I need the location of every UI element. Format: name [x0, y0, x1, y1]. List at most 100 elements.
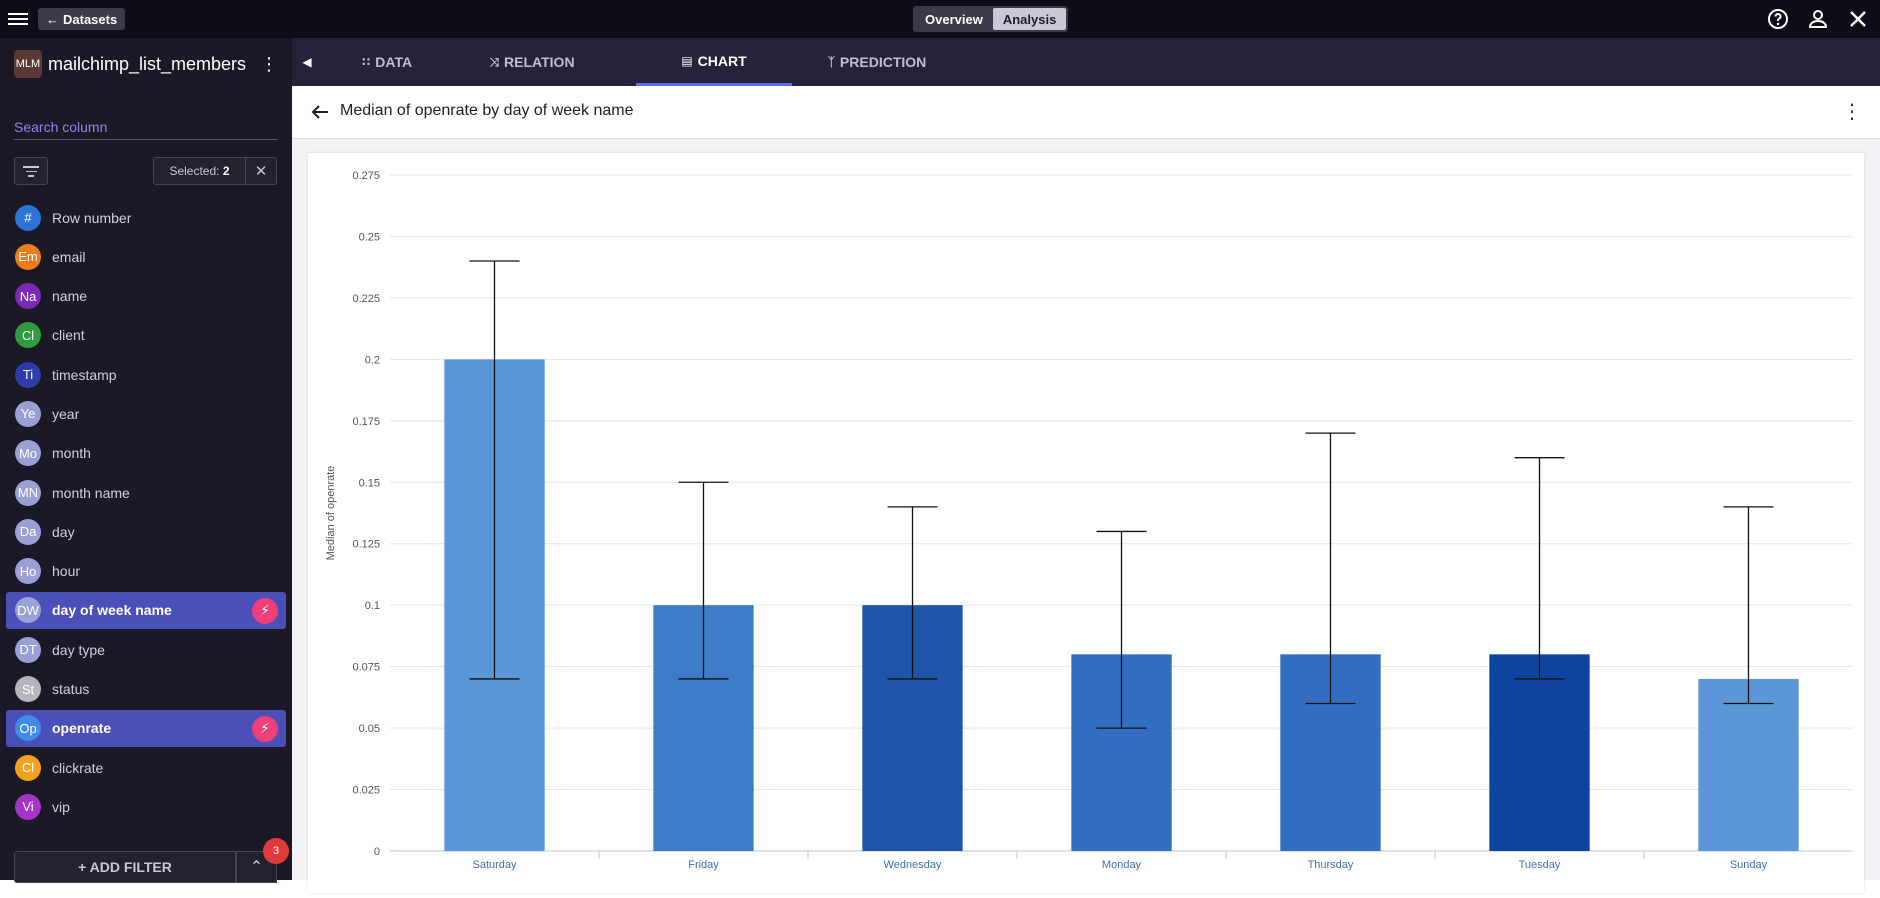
tab-chart-label: CHART — [697, 52, 747, 69]
shuffle-icon: ⤨ — [489, 54, 500, 69]
column-item[interactable]: MN month name — [6, 474, 286, 511]
dataset-more-icon[interactable]: ⋮ — [260, 54, 278, 74]
y-tick-label: 0.275 — [352, 170, 380, 182]
selected-count: 2 — [222, 164, 230, 178]
bar — [1698, 678, 1799, 851]
collapse-sidebar-icon[interactable]: ◀ — [302, 55, 312, 69]
column-label: day — [52, 523, 75, 540]
y-tick-label: 0.025 — [352, 785, 380, 797]
column-item[interactable]: DW day of week name ⚡︎ — [6, 591, 286, 629]
tab-prediction-label: PREDICTION — [839, 54, 927, 70]
arrow-left-icon: ← — [46, 11, 59, 27]
column-item[interactable]: Cl client — [6, 317, 286, 354]
column-type-icon: MN — [15, 479, 41, 506]
back-arrow-icon[interactable] — [308, 100, 332, 124]
analysis-toggle[interactable]: Analysis — [992, 8, 1067, 30]
column-label: openrate — [52, 720, 112, 737]
top-bar: ← Datasets Overview Analysis — [0, 0, 1880, 38]
x-tick-label: Friday — [688, 859, 719, 871]
bar — [1489, 654, 1590, 851]
lightning-icon[interactable]: ⚡︎ — [252, 597, 278, 624]
back-to-datasets-button[interactable]: ← Datasets — [38, 8, 126, 30]
overview-toggle[interactable]: Overview — [925, 11, 983, 27]
column-label: day of week name — [52, 602, 172, 619]
column-item[interactable]: Cl clickrate — [6, 749, 286, 786]
column-item[interactable]: Vi vip — [6, 788, 286, 825]
selected-count-button[interactable]: Selected: 2 — [154, 158, 246, 184]
y-tick-label: 0 — [374, 846, 380, 858]
column-sidebar: MLM mailchimp_list_members ⋮ Selected: 2… — [0, 38, 292, 883]
x-tick-label: Saturday — [472, 859, 517, 871]
column-type-icon: Op — [15, 715, 41, 742]
column-type-icon: Cl — [15, 322, 41, 349]
column-item[interactable]: Em email — [6, 238, 286, 275]
column-item[interactable]: Op openrate ⚡︎ — [6, 709, 286, 747]
tab-chart[interactable]: ▤ CHART — [636, 38, 792, 86]
filter-count-badge: 3 — [263, 838, 289, 864]
column-label: year — [52, 405, 80, 422]
column-type-icon: Vi — [15, 793, 41, 820]
help-icon[interactable] — [1766, 7, 1790, 31]
column-item[interactable]: Ho hour — [6, 553, 286, 590]
fork-icon: ᛉ — [827, 55, 835, 69]
x-tick-label: Sunday — [1730, 859, 1768, 871]
y-tick-label: 0.175 — [352, 416, 380, 428]
column-type-icon: Ye — [15, 400, 41, 427]
chart-card: 0 0.025 0.05 0.075 0.1 0.125 0.15 0.175 0.2 0.225… — [308, 153, 1864, 893]
column-item[interactable]: # Row number — [6, 199, 286, 236]
y-tick-label: 0.25 — [359, 231, 380, 243]
y-tick-label: 0.125 — [352, 539, 380, 551]
column-item[interactable]: Ye year — [6, 395, 286, 432]
column-item[interactable]: DT day type — [6, 631, 286, 668]
search-column-input[interactable] — [14, 114, 278, 140]
clear-selection-icon[interactable]: ✕ — [254, 163, 268, 180]
column-label: vip — [52, 798, 70, 815]
chart-title: Median of openrate by day of week name — [340, 102, 634, 119]
lightning-icon[interactable]: ⚡︎ — [252, 715, 278, 742]
add-filter-button[interactable]: + ADD FILTER — [14, 851, 236, 883]
tab-data[interactable]: ∷ DATA — [322, 38, 452, 86]
tab-data-label: DATA — [375, 54, 413, 70]
column-type-icon: DT — [15, 636, 41, 663]
filter-icon[interactable] — [14, 157, 48, 185]
hamburger-menu-icon[interactable] — [8, 10, 28, 28]
column-type-icon: Ho — [15, 558, 41, 585]
tab-relation-label: RELATION — [504, 54, 575, 70]
column-label: timestamp — [52, 366, 117, 383]
column-type-icon: Ti — [15, 361, 41, 388]
column-list: # Row number Em email Na name Cl client Ti timest… — [6, 199, 286, 828]
column-type-icon: Mo — [15, 440, 41, 467]
column-label: hour — [52, 563, 81, 580]
selected-columns-control: Selected: 2 ✕ — [153, 157, 277, 185]
column-item[interactable]: Da day — [6, 513, 286, 550]
column-type-icon: DW — [15, 597, 41, 624]
column-type-icon: St — [15, 676, 41, 703]
bar-chart-icon: ▤ — [681, 53, 693, 68]
column-label: status — [52, 681, 90, 698]
bar-chart: 0 0.025 0.05 0.075 0.1 0.125 0.15 0.175 0.2 0.225… — [325, 170, 1853, 871]
y-tick-label: 0.2 — [365, 354, 380, 366]
column-label: email — [52, 248, 86, 265]
dataset-badge: MLM — [14, 50, 42, 78]
column-label: Row number — [52, 209, 132, 226]
column-item[interactable]: Mo month — [6, 435, 286, 472]
grid-icon: ∷ — [361, 55, 371, 69]
x-tick-label: Wednesday — [884, 859, 942, 871]
dataset-header: MLM mailchimp_list_members ⋮ — [14, 48, 284, 80]
column-type-icon: Cl — [15, 754, 41, 781]
account-icon[interactable] — [1806, 7, 1830, 31]
close-icon[interactable] — [1846, 7, 1870, 31]
view-switch: Overview Analysis — [913, 6, 1069, 32]
tab-bar: ◀ ∷ DATA ⤨ RELATION ▤ CHART ᛉ PREDICTION — [292, 38, 1880, 86]
column-type-icon: Em — [15, 243, 41, 270]
column-item[interactable]: Na name — [6, 278, 286, 315]
column-item[interactable]: Ti timestamp — [6, 356, 286, 393]
tab-relation[interactable]: ⤨ RELATION — [452, 38, 612, 86]
chart-more-icon[interactable]: ⋮ — [1842, 101, 1862, 123]
top-actions — [1766, 7, 1870, 31]
y-tick-label: 0.075 — [352, 662, 380, 674]
column-type-icon: Na — [15, 283, 41, 310]
column-item[interactable]: St status — [6, 671, 286, 708]
tab-prediction[interactable]: ᛉ PREDICTION — [792, 38, 962, 86]
column-label: client — [52, 327, 85, 344]
